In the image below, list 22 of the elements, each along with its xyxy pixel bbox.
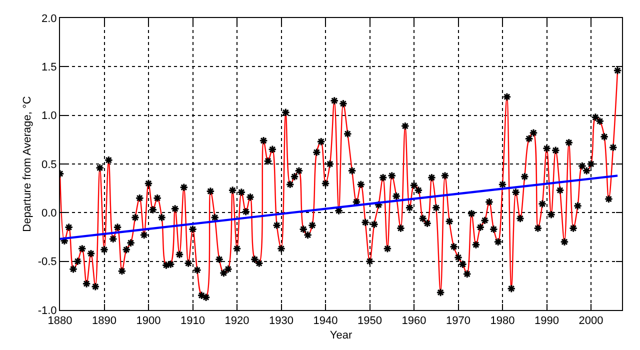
y-tick-label: -0.5 [38,256,57,268]
x-tick-label: 1970 [446,315,471,328]
x-tick-label: 1960 [402,315,426,328]
x-tick-label: 2000 [578,315,604,328]
y-tick-label: 1.0 [42,110,57,122]
x-tick-label: 1940 [313,315,338,328]
y-tick-label: 0.0 [42,208,57,220]
y-tick-label: 0.5 [42,158,57,171]
y-tick-label: 1.5 [42,62,57,74]
y-tick-label: -1.0 [38,304,57,317]
x-tick-label: 1900 [136,315,161,328]
y-tick-label: 2.0 [42,12,57,25]
x-tick-label: 1980 [490,315,515,328]
y-axis-title: Departure from Average, °C [21,96,34,232]
x-tick-label: 1950 [358,315,382,328]
x-tick-label: 1930 [269,315,294,328]
x-tick-label: 1990 [534,315,560,328]
x-tick-label: 1910 [180,315,205,328]
x-axis-title: Year [330,329,352,342]
x-tick-label: 1920 [224,315,250,328]
x-tick-label: 1890 [92,315,116,328]
x-tick-label: 1880 [48,315,72,328]
